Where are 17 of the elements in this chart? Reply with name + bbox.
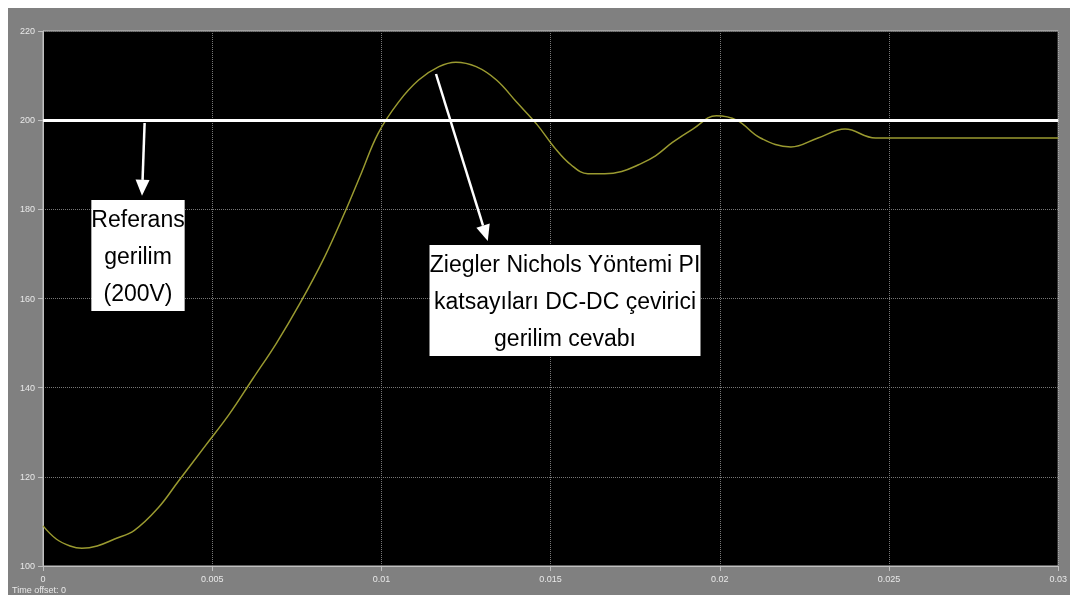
text: Time offset: 0 [12, 584, 67, 595]
x-tick-label: 0.03 [1049, 573, 1068, 584]
x-tick-label: 0 [40, 573, 46, 584]
x-tick-label: 0.005 [200, 573, 224, 584]
y-tick-label: 140 [19, 382, 35, 393]
x-tick-label: 0.01 [372, 573, 391, 584]
y-tick-label: 160 [19, 293, 35, 304]
y-tick-label: 200 [19, 115, 35, 126]
y-tick-label: 100 [19, 561, 35, 571]
y-tick-label: 120 [19, 471, 35, 482]
annotation: Referans gerilim (200V) [91, 205, 185, 306]
x-tick-label: 0.025 [877, 573, 901, 584]
x-tick-label: 0.015 [539, 573, 562, 584]
y-tick-label: 220 [19, 26, 35, 36]
x-tick-label: 0.02 [711, 573, 729, 584]
annotation: Ziegler Nichols Yöntemi PI katsayıları DC-DC çevirici gerilim cevabı [429, 250, 701, 351]
y-tick-label: 180 [19, 204, 35, 215]
